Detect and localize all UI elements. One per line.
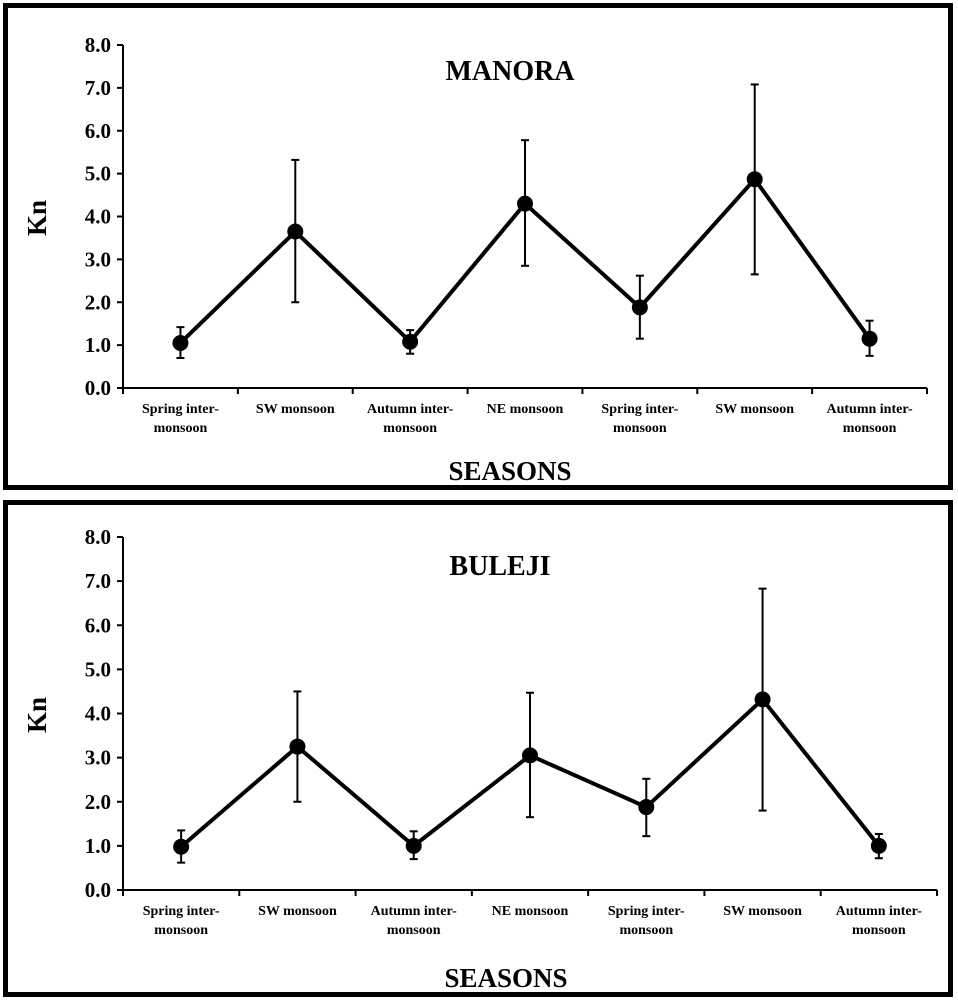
y-axis-title: Kn bbox=[22, 200, 52, 236]
y-tick-label: 7.0 bbox=[85, 569, 111, 593]
x-tick-label: Autumn inter- bbox=[367, 402, 454, 417]
x-tick-label: Autumn inter- bbox=[371, 904, 458, 919]
x-tick-label: SW monsoon bbox=[723, 904, 802, 919]
x-tick-label: monsoon bbox=[613, 421, 667, 436]
x-tick-label: SW monsoon bbox=[715, 402, 794, 417]
x-tick-label: monsoon bbox=[852, 923, 906, 938]
chart-svg-manora: 0.0 1.0 2.0 3.0 4.0 5.0 6.0 7.0 8.0 Spring inter-… bbox=[22, 33, 928, 485]
data-point bbox=[287, 223, 304, 240]
x-tick-label: monsoon bbox=[387, 923, 441, 938]
data-point bbox=[522, 747, 538, 764]
y-tick-label: 8.0 bbox=[85, 33, 111, 57]
data-point bbox=[172, 334, 189, 351]
x-tick-label: NE monsoon bbox=[492, 904, 569, 919]
y-tick-label: 0.0 bbox=[85, 376, 111, 400]
y-tick-label: 5.0 bbox=[85, 162, 111, 186]
data-point bbox=[870, 837, 887, 854]
data-point bbox=[289, 738, 306, 755]
y-tick-label: 1.0 bbox=[85, 333, 111, 357]
y-tick-label: 3.0 bbox=[85, 746, 111, 770]
data-point bbox=[405, 837, 422, 854]
x-tick-label: Spring inter- bbox=[608, 904, 685, 919]
x-tick-label: monsoon bbox=[383, 421, 437, 436]
y-tick-label: 0.0 bbox=[85, 878, 111, 902]
chart-svg-buleji: 0.0 1.0 2.0 3.0 4.0 5.0 6.0 7.0 8.0 Spring inter-… bbox=[22, 525, 938, 992]
y-tick-label: 8.0 bbox=[85, 525, 111, 549]
data-point bbox=[754, 691, 771, 708]
x-tick-label: NE monsoon bbox=[487, 402, 564, 417]
x-tick-label: monsoon bbox=[154, 421, 208, 436]
chart-panel-manora: 0.0 1.0 2.0 3.0 4.0 5.0 6.0 7.0 8.0 Spring inter-… bbox=[3, 3, 953, 490]
y-tick-label: 4.0 bbox=[85, 702, 111, 726]
x-axis-title: SEASONS bbox=[444, 963, 567, 992]
x-tick-label: Autumn inter- bbox=[826, 402, 913, 417]
x-tick-label: monsoon bbox=[619, 923, 673, 938]
data-point bbox=[631, 299, 648, 316]
y-tick-label: 6.0 bbox=[85, 613, 111, 637]
x-tick-label: Spring inter- bbox=[601, 402, 678, 417]
x-tick-label: Autumn inter- bbox=[836, 904, 923, 919]
chart-panel-buleji: 0.0 1.0 2.0 3.0 4.0 5.0 6.0 7.0 8.0 Spring inter-… bbox=[3, 500, 953, 997]
y-tick-label: 2.0 bbox=[85, 290, 111, 314]
y-tick-label: 3.0 bbox=[85, 247, 111, 271]
x-tick-label: monsoon bbox=[154, 923, 208, 938]
y-tick-label: 2.0 bbox=[85, 790, 111, 814]
data-point bbox=[861, 330, 878, 347]
y-tick-label: 4.0 bbox=[85, 205, 111, 229]
data-point bbox=[402, 333, 419, 350]
chart-title: MANORA bbox=[445, 56, 575, 87]
data-point bbox=[746, 171, 763, 188]
x-tick-label: monsoon bbox=[843, 421, 897, 436]
x-tick-label: Spring inter- bbox=[143, 904, 220, 919]
y-tick-label: 6.0 bbox=[85, 119, 111, 143]
y-tick-label: 1.0 bbox=[85, 834, 111, 858]
y-axis-title: Kn bbox=[22, 697, 52, 733]
x-axis-title: SEASONS bbox=[448, 456, 571, 485]
y-tick-label: 5.0 bbox=[85, 657, 111, 681]
data-point bbox=[517, 195, 533, 212]
data-point bbox=[173, 838, 190, 855]
x-tick-label: Spring inter- bbox=[142, 402, 219, 417]
data-point bbox=[638, 799, 655, 816]
y-tick-label: 7.0 bbox=[85, 76, 111, 100]
x-tick-label: SW monsoon bbox=[256, 402, 335, 417]
x-tick-label: SW monsoon bbox=[258, 904, 337, 919]
chart-title: BULEJI bbox=[449, 551, 550, 582]
